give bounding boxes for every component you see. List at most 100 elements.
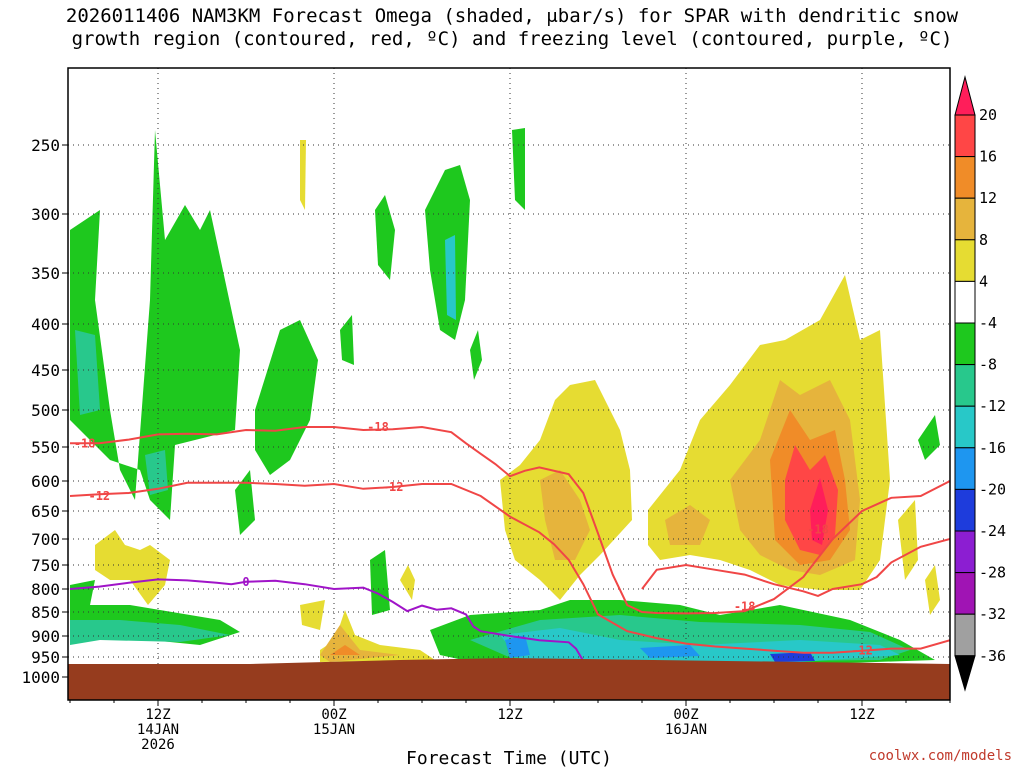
contour-line — [69, 578, 585, 662]
x-axis-label: Forecast Time (UTC) — [406, 748, 612, 768]
contour-label: -12 — [851, 644, 873, 658]
colorbar-tick-label: -32 — [979, 605, 1006, 623]
omega-lightblue-region — [770, 652, 815, 662]
contour-label: -18 — [74, 436, 96, 450]
omega-yellow-region — [300, 600, 325, 630]
contour-line — [70, 425, 950, 615]
omega-yellow-region — [898, 500, 918, 580]
colorbar-swatch — [954, 364, 976, 407]
colorbar-tick-label: -20 — [979, 480, 1006, 498]
colorbar-tick-label: -4 — [979, 314, 997, 332]
x-tick-label: 14JAN — [137, 722, 179, 738]
y-tick-label: 550 — [31, 438, 60, 457]
omega-teal-region — [145, 450, 168, 495]
colorbar-tick-label: 4 — [979, 272, 988, 290]
x-tick-label: 2026 — [141, 737, 175, 753]
contour-label: -12 — [382, 480, 404, 494]
omega-green-region — [370, 550, 390, 615]
colorbar-swatch — [954, 613, 976, 657]
omega-green-region — [375, 195, 395, 280]
omega-teal-region — [70, 620, 230, 645]
x-tick-label: 00Z — [321, 707, 346, 723]
y-tick-label: 650 — [31, 502, 60, 521]
omega-green-region — [70, 130, 240, 520]
omega-yellow-region — [300, 140, 306, 210]
omega-lightblue-region — [505, 635, 530, 658]
terrain-ground — [68, 658, 950, 700]
contour-lines: -18 -18 -18 -18 -12 -12 -12 0 — [69, 420, 950, 662]
y-tick-label: 400 — [31, 315, 60, 334]
y-tick-label: 600 — [31, 472, 60, 491]
colorbar-tick-label: 20 — [979, 106, 997, 124]
omega-teal-region — [75, 330, 100, 415]
omega-yellow-region — [400, 565, 415, 600]
colorbar-tick-label: -8 — [979, 356, 997, 374]
y-gridlines — [68, 144, 950, 678]
colorbar-tick-label: 8 — [979, 231, 988, 249]
chart-title-line1: 2026011406 NAM3KM Forecast Omega (shaded… — [66, 5, 959, 27]
omega-green-region — [235, 470, 255, 535]
contour-label: -18 — [734, 599, 756, 613]
colorbar-swatch — [954, 280, 976, 324]
contour-label: -18 — [807, 522, 829, 536]
omega-green-region — [918, 415, 940, 460]
omega-orange-region — [665, 505, 710, 545]
omega-lightblue-region — [445, 235, 456, 320]
y-tick-label: 300 — [31, 205, 60, 224]
colorbar-swatch — [954, 114, 976, 158]
colorbar-tick-label: -24 — [979, 522, 1006, 540]
x-tick-label: 12Z — [497, 707, 522, 723]
chart-title-line2: growth region (contoured, red, ºC) and f… — [72, 28, 953, 50]
colorbar-tick-label: -28 — [979, 564, 1006, 582]
colorbar-swatch — [954, 530, 976, 574]
y-axis: 250 300 350 400 450 500 550 600 650 700 750 800 850 9… — [21, 136, 68, 687]
omega-lightblue-region — [640, 645, 700, 658]
colorbar-swatch — [954, 239, 976, 282]
omega-yellow-region — [925, 565, 940, 615]
y-tick-label: 1000 — [21, 668, 60, 687]
contour-label: 0 — [242, 575, 249, 589]
y-tick-label: 750 — [31, 556, 60, 575]
colorbar-top-arrow — [954, 75, 976, 116]
colorbar-tick-label: -16 — [979, 439, 1006, 457]
x-gridlines — [157, 68, 863, 700]
colorbar-tick-label: -36 — [979, 647, 1006, 665]
x-tick-label: 12Z — [849, 707, 874, 723]
contour-label: -12 — [88, 489, 110, 503]
plot-frame — [67, 67, 951, 701]
colorbar-swatch — [954, 572, 976, 615]
colorbar-bottom-arrow — [954, 655, 976, 692]
y-tick-label: 900 — [31, 627, 60, 646]
plot-area: -18 -18 -18 -18 -12 -12 -12 0 — [68, 68, 950, 700]
omega-green-region — [255, 320, 318, 475]
colorbar-tick-label: 16 — [979, 148, 997, 166]
omega-orange-region — [540, 470, 590, 560]
x-tick-label: 12Z — [145, 707, 170, 723]
colorbar-swatch — [954, 322, 976, 366]
colorbar-swatch — [954, 197, 976, 241]
x-tick-label: 15JAN — [313, 722, 355, 738]
colorbar-tick-label: 12 — [979, 189, 997, 207]
x-tick-label: 00Z — [673, 707, 698, 723]
y-tick-label: 350 — [31, 264, 60, 283]
omega-darkorange-region — [330, 645, 360, 655]
y-tick-label: 500 — [31, 401, 60, 420]
omega-green-region — [470, 330, 482, 380]
omega-green-region — [512, 128, 525, 210]
colorbar-swatch — [954, 488, 976, 532]
y-tick-label: 850 — [31, 603, 60, 622]
y-tick-label: 250 — [31, 136, 60, 155]
contour-line — [641, 538, 950, 597]
x-tick-label: 16JAN — [665, 722, 707, 738]
credit-text: coolwx.com/models — [869, 748, 1012, 764]
y-tick-label: 800 — [31, 580, 60, 599]
y-tick-label: 450 — [31, 361, 60, 380]
colorbar-tick-label: -12 — [979, 397, 1006, 415]
y-tick-label: 700 — [31, 530, 60, 549]
omega-yellow-region — [95, 530, 170, 605]
contour-line — [69, 481, 950, 654]
omega-green-region — [340, 315, 354, 365]
colorbar-swatch — [954, 405, 976, 449]
